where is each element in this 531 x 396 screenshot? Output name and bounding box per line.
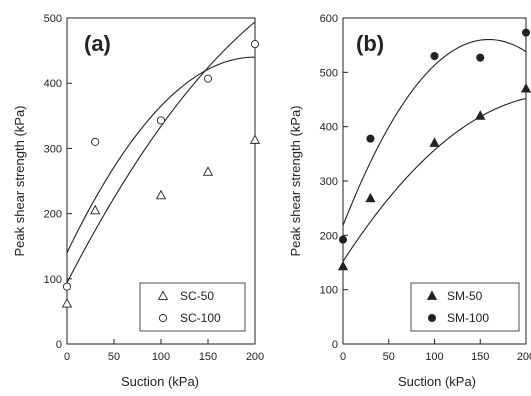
panel-b-point-sm-100 bbox=[338, 235, 348, 244]
panel-b-data-points bbox=[337, 28, 531, 271]
panel-a-legend: SC-50 SC-100 bbox=[139, 282, 246, 332]
panel-b-legend-symbol-sm-50 bbox=[426, 290, 438, 300]
panel-b-point-sm-50 bbox=[429, 137, 440, 147]
panel-a-y-ticks: 0 100 200 300 400 500 bbox=[44, 13, 72, 351]
panel-a-point-sc-100 bbox=[156, 116, 166, 125]
panel-b-y-tick-label: 400 bbox=[320, 122, 338, 134]
panel-a-label: (a) bbox=[84, 31, 111, 56]
panel-b-point-sm-50 bbox=[365, 192, 376, 203]
panel-a-y-tick-label: 400 bbox=[44, 78, 62, 90]
panel-b-point-sm-100 bbox=[521, 28, 531, 37]
panel-a-y-axis-title: Peak shear strength (kPa) bbox=[12, 105, 27, 256]
panel-b-y-tick-label: 300 bbox=[320, 176, 338, 188]
panel-a-legend-marker-sc-100 bbox=[158, 313, 168, 323]
panel-b: (b) 0 50 100 150 200 0 100 200 300 400 500 600 Suc… bbox=[288, 13, 531, 389]
panel-b-y-tick-label: 200 bbox=[320, 230, 338, 242]
panel-b-x-axis-title: Suction (kPa) bbox=[398, 374, 476, 389]
panel-a-point-sc-50 bbox=[61, 298, 73, 308]
panel-a-legend-symbol-sc-50 bbox=[157, 290, 169, 300]
panel-b-point-sm-100 bbox=[366, 134, 375, 143]
panel-a-point-sc-50 bbox=[155, 189, 167, 200]
panel-b-point-sm-100 bbox=[476, 53, 485, 62]
panel-b-point-sm-100 bbox=[430, 51, 439, 61]
panel-b-y-ticks: 0 100 200 300 400 500 600 bbox=[320, 13, 348, 351]
panel-a-data-points bbox=[61, 40, 261, 308]
panel-b-fit-curve-sm-100 bbox=[342, 38, 527, 226]
panel-a-x-ticks: 0 50 100 150 200 bbox=[64, 339, 264, 363]
panel-a-x-axis-title: Suction (kPa) bbox=[121, 374, 199, 389]
panel-b-y-tick-label: 600 bbox=[320, 13, 338, 25]
panel-b-legend-marker-sm-50 bbox=[426, 290, 438, 300]
panel-b-y-tick-label: 100 bbox=[320, 285, 338, 297]
panel-a-x-tick-label: 50 bbox=[108, 351, 120, 363]
panel-a-legend-symbol-sc-100 bbox=[158, 313, 168, 323]
panel-a-legend-marker-sc-50 bbox=[157, 290, 169, 300]
panel-b-point-sm-50 bbox=[475, 110, 486, 120]
panel-b-legend-label-sm-50: SM-50 bbox=[447, 289, 483, 303]
panel-b-point-sm-50 bbox=[337, 260, 349, 271]
panel-a-x-tick-label: 200 bbox=[246, 351, 264, 363]
panel-a-legend-label-sc-50: SC-50 bbox=[180, 289, 214, 303]
panel-a-fit-curve-sc-100 bbox=[66, 56, 256, 253]
panel-b-label: (b) bbox=[356, 31, 384, 56]
panel-b-y-axis-title: Peak shear strength (kPa) bbox=[288, 105, 303, 256]
panel-a-x-tick-label: 0 bbox=[64, 351, 70, 363]
panel-a-point-sc-100 bbox=[62, 282, 72, 291]
panel-a-fit-curve-sc-50 bbox=[66, 21, 256, 283]
panel-a-legend-box bbox=[139, 282, 246, 332]
panel-a-y-tick-label: 100 bbox=[44, 274, 62, 286]
panel-a-fit-curves bbox=[66, 21, 256, 283]
panel-b-legend-marker-sm-100 bbox=[427, 313, 437, 323]
panel-b-legend-symbol-sm-100 bbox=[427, 313, 437, 323]
panel-a-point-sc-100 bbox=[91, 137, 100, 146]
panel-a: (a) 0 50 100 150 200 0 100 200 300 400 500 Suctio… bbox=[12, 13, 264, 389]
panel-b-x-tick-label: 150 bbox=[471, 351, 489, 363]
panel-a-y-tick-label: 500 bbox=[44, 13, 62, 25]
panel-a-point-sc-50 bbox=[249, 134, 261, 144]
panel-a-point-sc-100 bbox=[250, 40, 260, 49]
panel-a-x-tick-label: 150 bbox=[199, 351, 217, 363]
panel-b-y-tick-label: 0 bbox=[332, 339, 338, 351]
panel-b-x-tick-label: 50 bbox=[383, 351, 395, 363]
panel-b-x-ticks: 0 50 100 150 200 bbox=[340, 339, 531, 363]
panel-a-x-tick-label: 100 bbox=[152, 351, 170, 363]
panel-a-legend-label-sc-100: SC-100 bbox=[180, 311, 221, 325]
panel-a-y-tick-label: 0 bbox=[56, 339, 62, 351]
panel-b-x-tick-label: 200 bbox=[517, 351, 531, 363]
panel-b-legend-label-sm-100: SM-100 bbox=[447, 311, 489, 325]
panel-b-fit-curves bbox=[342, 38, 527, 262]
panel-a-point-sc-50 bbox=[90, 204, 101, 215]
panel-b-y-tick-label: 500 bbox=[320, 67, 338, 79]
panel-b-legend: SM-50 SM-100 bbox=[410, 282, 520, 332]
panel-b-x-tick-label: 100 bbox=[425, 351, 443, 363]
panel-a-y-tick-label: 300 bbox=[44, 143, 62, 155]
panel-a-point-sc-100 bbox=[203, 74, 213, 83]
panel-a-point-sc-50 bbox=[202, 166, 214, 176]
panel-b-fit-curve-sm-50 bbox=[342, 97, 527, 262]
panel-b-legend-box bbox=[410, 282, 520, 332]
panel-b-x-tick-label: 0 bbox=[340, 351, 346, 363]
panel-a-y-tick-label: 200 bbox=[44, 209, 62, 221]
panel-b-point-sm-50 bbox=[520, 83, 531, 93]
